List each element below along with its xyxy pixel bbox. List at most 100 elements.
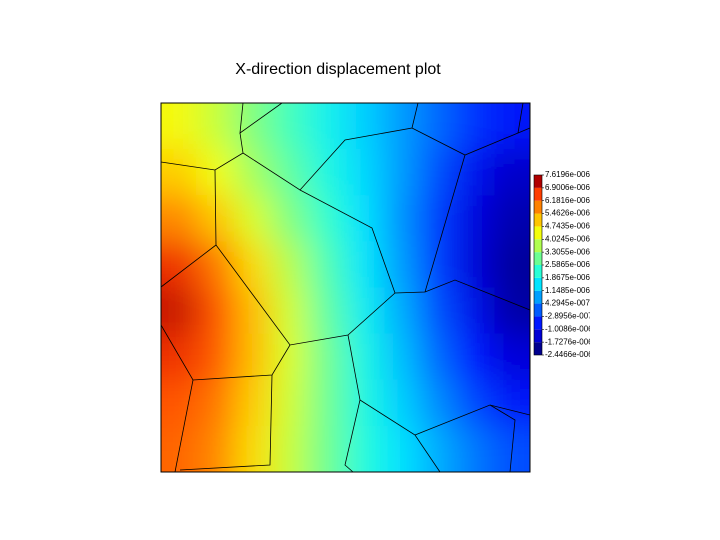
field-cell xyxy=(382,333,420,381)
field-cell xyxy=(419,149,457,196)
field-cell xyxy=(308,425,346,472)
field-cell xyxy=(493,195,530,242)
field-cell xyxy=(234,149,273,196)
field-cell xyxy=(161,287,199,335)
field-cell xyxy=(308,333,346,381)
field-cell xyxy=(493,333,530,381)
field-cell xyxy=(493,149,530,196)
field-cell xyxy=(197,425,236,472)
field-cell xyxy=(382,379,420,427)
colorbar-tick-label: -2.8956e-007 xyxy=(545,312,593,321)
chart-title: X-direction displacement plot xyxy=(235,61,441,78)
field-cell xyxy=(493,287,530,335)
field-cell xyxy=(382,149,420,196)
field-cell xyxy=(161,195,199,242)
field-cell xyxy=(419,287,457,335)
field-cell xyxy=(197,195,236,242)
field-cell xyxy=(419,425,457,472)
colorbar-bin xyxy=(534,316,542,330)
field-cell xyxy=(382,287,420,335)
colorbar-bin xyxy=(534,329,542,343)
field-cell xyxy=(493,103,530,150)
field-cell xyxy=(308,241,346,288)
colorbar-tick-label: -1.7276e-006 xyxy=(545,337,593,346)
colorbar-tick-label: 4.7435e-006 xyxy=(545,222,590,231)
colorbar xyxy=(533,174,544,356)
field-cell xyxy=(234,195,273,242)
field-cell xyxy=(197,379,236,427)
colorbar-bin xyxy=(534,187,542,201)
field-cell xyxy=(493,425,530,472)
colorbar-bin xyxy=(534,226,542,240)
field-cell xyxy=(234,241,273,288)
colorbar-bin xyxy=(534,200,542,214)
field-cell xyxy=(456,333,494,381)
field-cell xyxy=(345,425,383,472)
field-cell xyxy=(234,333,273,381)
field-cell xyxy=(308,149,346,196)
field-cell xyxy=(308,103,346,150)
field-cell xyxy=(161,241,199,288)
colorbar-bin xyxy=(534,342,542,355)
field-cell xyxy=(161,149,199,196)
field-cell xyxy=(382,103,420,150)
colorbar-frame xyxy=(533,174,543,356)
field-cell xyxy=(456,425,494,472)
colorbar-bin xyxy=(534,303,542,317)
colorbar-bin xyxy=(534,175,542,188)
field-cell xyxy=(271,287,310,335)
field xyxy=(161,103,530,472)
colorbar-tick-label: 7.6196e-006 xyxy=(545,170,590,179)
colorbar-bin xyxy=(534,277,542,291)
field-cell xyxy=(308,195,346,242)
colorbar-tick-label: 1.1485e-006 xyxy=(545,286,590,295)
field-cell xyxy=(456,379,494,427)
field-cell xyxy=(197,149,236,196)
field-cell xyxy=(345,241,383,288)
field-cell xyxy=(197,333,236,381)
field-cell xyxy=(271,425,310,472)
colorbar-bin xyxy=(534,213,542,227)
colorbar-tick-label: 3.3055e-006 xyxy=(545,247,590,256)
colorbar-bin xyxy=(534,239,542,253)
field-cell xyxy=(419,195,457,242)
field-cell xyxy=(456,241,494,288)
field-cell xyxy=(493,241,530,288)
field-cell xyxy=(271,379,310,427)
colorbar-tick-label: 6.9006e-006 xyxy=(545,183,590,192)
field-cell xyxy=(271,333,310,381)
field-cell xyxy=(271,103,310,150)
field-cell xyxy=(345,287,383,335)
field-cell xyxy=(161,379,199,427)
colorbar-bin xyxy=(534,252,542,265)
field-cell xyxy=(271,195,310,242)
colorbar-labels: -2.4466e-006 -1.7276e-006 -1.0086e-006 -2.8… xyxy=(545,170,593,359)
field-cell xyxy=(197,103,236,150)
field-cell xyxy=(419,379,457,427)
field-cell xyxy=(345,103,383,150)
colorbar-tick-label: -1.0086e-006 xyxy=(545,324,593,333)
grain-boundaries xyxy=(160,102,531,473)
field-cell xyxy=(382,195,420,242)
field-cell xyxy=(271,241,310,288)
field-cell xyxy=(456,287,494,335)
field-cell xyxy=(234,287,273,335)
plot-area xyxy=(161,103,530,472)
field-cell xyxy=(493,379,530,427)
colorbar-tick-label: 4.2945e-007 xyxy=(545,299,590,308)
field-cell xyxy=(456,149,494,196)
field-cell xyxy=(234,425,273,472)
field-cell xyxy=(161,103,199,150)
field-cell xyxy=(419,103,457,150)
colorbar-bin xyxy=(534,265,542,278)
field-cell xyxy=(419,241,457,288)
field-cell xyxy=(197,287,236,335)
field-cell xyxy=(197,241,236,288)
field-cell xyxy=(345,333,383,381)
field-cell xyxy=(271,149,310,196)
field-cell xyxy=(308,379,346,427)
field-cell xyxy=(456,195,494,242)
colorbar-tick-label: 2.5865e-006 xyxy=(545,260,590,269)
colorbar-tick-label: 5.4626e-006 xyxy=(545,209,590,218)
